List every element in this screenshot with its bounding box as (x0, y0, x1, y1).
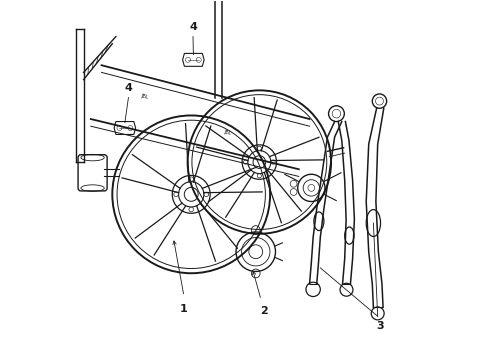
Text: 4: 4 (124, 83, 132, 93)
Circle shape (204, 192, 209, 197)
Circle shape (257, 174, 261, 178)
Text: JBL: JBL (140, 94, 149, 100)
Circle shape (244, 160, 247, 164)
Text: 3: 3 (377, 320, 384, 330)
Circle shape (189, 177, 194, 181)
Circle shape (189, 207, 194, 212)
Text: 1: 1 (180, 304, 188, 314)
Text: 4: 4 (189, 22, 197, 32)
Circle shape (174, 192, 178, 197)
Circle shape (271, 160, 275, 164)
Text: JBL: JBL (223, 130, 231, 136)
Text: 2: 2 (260, 306, 268, 316)
Circle shape (257, 146, 261, 150)
